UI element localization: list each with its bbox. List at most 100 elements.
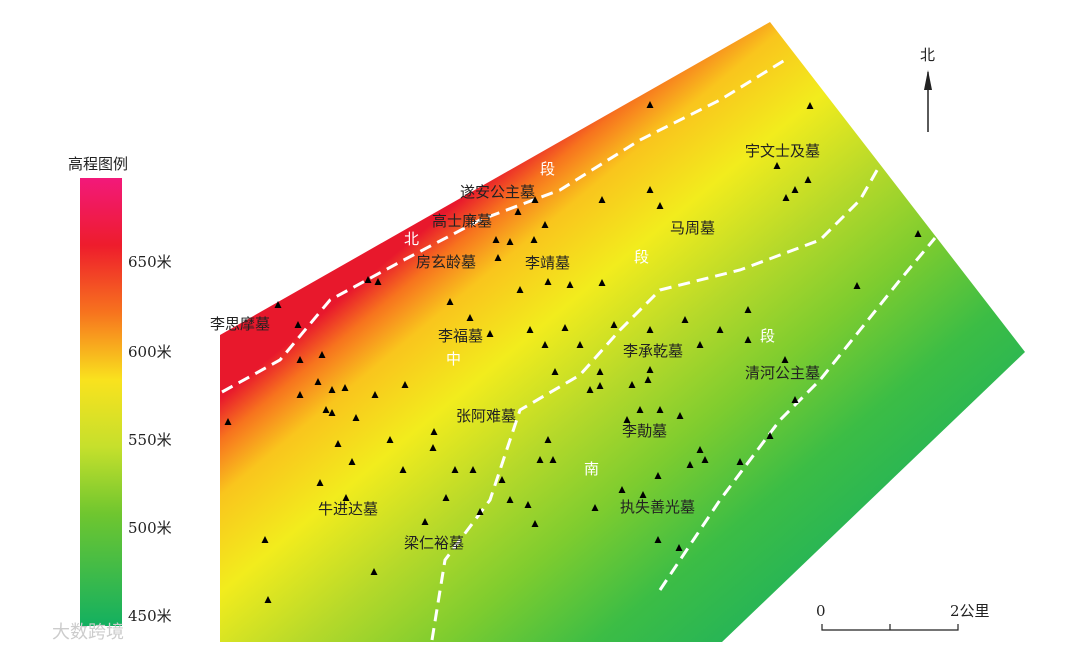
legend: 高程图例 650米 600米 550米 500米 450米 [68,155,172,626]
zone-char: 段 [540,160,555,178]
scale-end: 2公里 [950,602,990,620]
tomb-marker [492,236,500,243]
tomb-marker [536,456,544,463]
tomb-marker [696,341,704,348]
tomb-marker [675,544,683,551]
tomb-marker [744,306,752,313]
zone-boundaries [221,58,937,641]
tomb-marker [421,518,429,525]
tomb-marker [296,356,304,363]
tomb-label: 马周墓 [670,219,715,237]
tomb-marker [610,321,618,328]
tomb-marker [541,221,549,228]
tomb-marker [530,236,538,243]
tomb-marker [773,162,781,169]
tomb-marker [914,230,922,237]
tomb-marker [623,416,631,423]
tomb-marker [541,341,549,348]
zone-char: 中 [446,350,461,368]
tomb-marker [591,504,599,511]
tomb-marker [486,330,494,337]
tomb-marker [466,314,474,321]
zone-labels: 北 段 中 段 南 段 [404,160,775,478]
tomb-marker [494,254,502,261]
tomb-marker [316,479,324,486]
tomb-marker [264,596,272,603]
tomb-labels: 李思摩墓 遂安公主墓 高士廉墓 房玄龄墓 李靖墓 李福墓 马周墓 宇文士及墓 李… [210,142,820,552]
tomb-marker [586,386,594,393]
legend-label: 650米 [128,253,172,271]
legend-label: 450米 [128,607,172,625]
tomb-marker [314,378,322,385]
tomb-marker [526,326,534,333]
tomb-marker [476,508,484,515]
tomb-marker [654,536,662,543]
tomb-marker [596,382,604,389]
tomb-marker [646,366,654,373]
tomb-marker [341,384,349,391]
tomb-marker [498,476,506,483]
tomb-marker [549,456,557,463]
tomb-label: 牛进达墓 [318,500,378,518]
tomb-label: 李思摩墓 [210,315,270,333]
tomb-marker [334,440,342,447]
tomb-marker [654,472,662,479]
tomb-marker [374,278,382,285]
scale-bar: 0 2公里 [816,602,990,631]
tomb-label: 遂安公主墓 [460,183,535,201]
tomb-label: 李靖墓 [525,254,570,272]
tomb-marker [352,414,360,421]
tomb-marker [506,496,514,503]
tomb-marker [566,281,574,288]
tomb-marker [544,278,552,285]
zone-char: 南 [584,460,599,478]
tomb-marker [853,282,861,289]
tomb-label: 李福墓 [438,327,483,345]
tomb-marker [342,494,350,501]
tomb-label: 李承乾墓 [623,342,683,360]
tomb-marker [791,396,799,403]
tomb-marker [261,536,269,543]
tomb-marker [531,520,539,527]
tomb-marker [686,461,694,468]
tomb-marker [561,324,569,331]
tomb-marker [598,196,606,203]
tomb-marker [781,356,789,363]
tomb-marker [656,406,664,413]
zone-char: 北 [404,230,419,248]
tomb-marker [736,458,744,465]
tomb-marker [744,336,752,343]
tomb-label: 清河公主墓 [745,364,820,382]
scale-start: 0 [816,602,826,620]
tomb-marker [386,436,394,443]
compass: 北 [920,46,935,132]
tomb-marker [806,102,814,109]
tomb-marker [429,444,437,451]
tomb-marker [364,276,372,283]
tomb-marker [782,194,790,201]
tomb-marker [716,326,724,333]
tomb-marker [514,208,522,215]
tomb-marker [766,432,774,439]
compass-label: 北 [920,46,935,64]
tomb-marker [701,456,709,463]
tomb-marker [469,466,477,473]
tomb-marker [446,298,454,305]
tomb-label: 张阿难墓 [456,407,516,425]
tomb-marker [646,186,654,193]
tomb-marker [676,412,684,419]
tomb-marker [646,101,654,108]
tomb-marker [551,368,559,375]
scale-line [821,624,959,631]
legend-label: 550米 [128,431,172,449]
zone-char: 段 [634,248,649,266]
tomb-marker [401,381,409,388]
tomb-marker [681,316,689,323]
tomb-label: 执失善光墓 [620,498,695,516]
elevation-map [220,22,1025,642]
zone-char: 段 [760,327,775,345]
tomb-marker [442,494,450,501]
tomb-marker [224,418,232,425]
legend-title: 高程图例 [68,155,128,173]
tomb-marker [576,341,584,348]
